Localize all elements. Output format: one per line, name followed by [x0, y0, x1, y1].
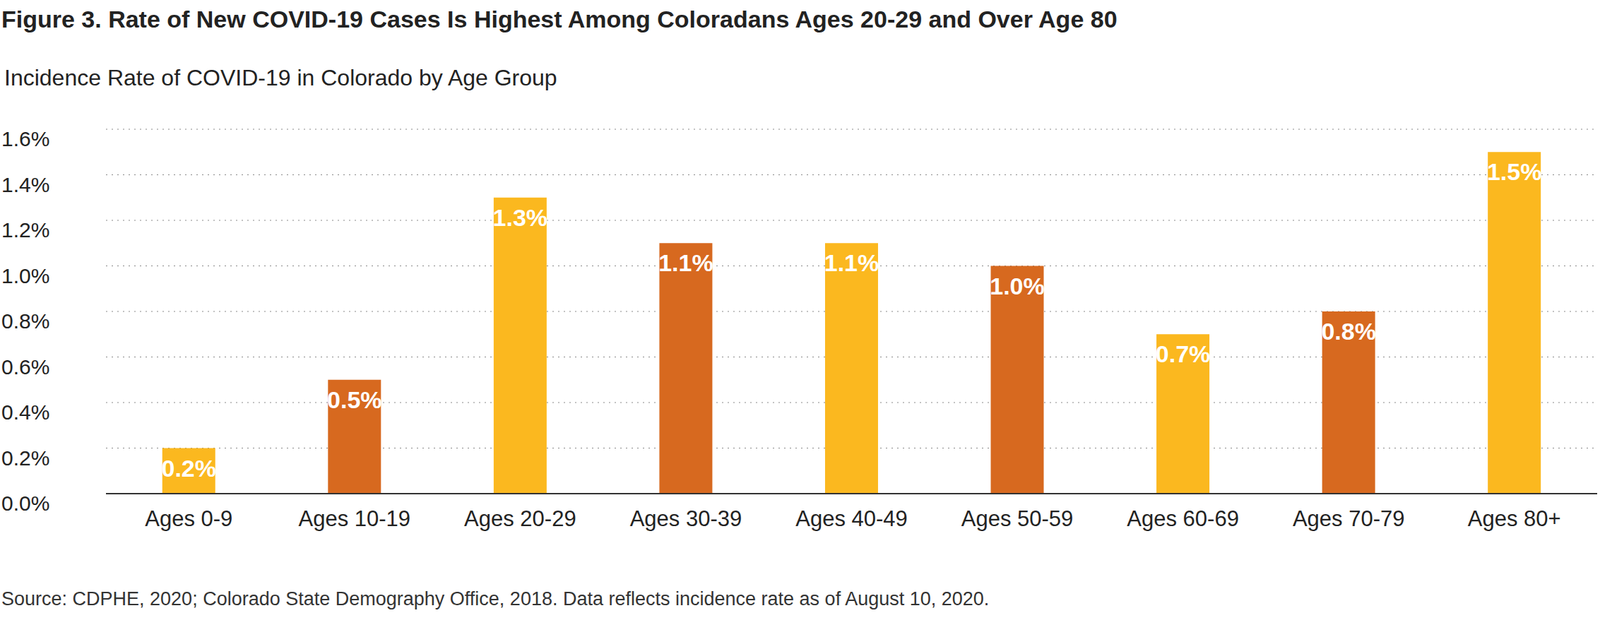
- svg-text:Ages 60-69: Ages 60-69: [1126, 506, 1240, 532]
- svg-text:Ages 50-59: Ages 50-59: [961, 506, 1074, 532]
- svg-text:0.7%: 0.7%: [1155, 340, 1211, 368]
- svg-text:Ages 20-29: Ages 20-29: [464, 506, 577, 532]
- svg-text:Ages 10-19: Ages 10-19: [298, 506, 412, 532]
- html-text:Incidence Rate of COVID-19 in: Incidence Rate of COVID-19 in Colorado b…: [4, 64, 558, 91]
- svg-text:Ages 70-79: Ages 70-79: [1292, 506, 1406, 532]
- svg-text:Ages 30-39: Ages 30-39: [630, 506, 743, 532]
- html-text:Source: CDPHE, 2020; Colorado: Source: CDPHE, 2020; Colorado State Demo…: [1, 588, 990, 610]
- svg-text:Ages 0-9: Ages 0-9: [144, 506, 233, 532]
- svg-text:0.8%: 0.8%: [5, 309, 50, 333]
- svg-text:1.6%: 1.6%: [5, 127, 50, 151]
- svg-text:1.1%: 1.1%: [658, 249, 714, 277]
- svg-text:1.4%: 1.4%: [5, 173, 50, 197]
- svg-text:Ages 40-49: Ages 40-49: [795, 506, 908, 532]
- svg-text:0.2%: 0.2%: [5, 446, 50, 470]
- svg-text:0.8%: 0.8%: [1320, 317, 1377, 345]
- svg-text:1.5%: 1.5%: [1486, 158, 1543, 186]
- svg-text:0.2%: 0.2%: [161, 454, 217, 482]
- svg-text:1.0%: 1.0%: [5, 264, 50, 288]
- svg-text:1.3%: 1.3%: [493, 204, 549, 231]
- svg-text:1.1%: 1.1%: [824, 249, 880, 277]
- svg-text:0.6%: 0.6%: [5, 355, 50, 379]
- svg-text:0.5%: 0.5%: [327, 386, 383, 414]
- svg-text:1.2%: 1.2%: [5, 218, 50, 242]
- svg-text:1.0%: 1.0%: [989, 272, 1045, 300]
- html-text:Figure 3. Rate of New COVID-19: Figure 3. Rate of New COVID-19 Cases Is …: [1, 5, 1118, 33]
- svg-text:Ages 80+: Ages 80+: [1467, 506, 1562, 532]
- svg-text:0.4%: 0.4%: [5, 400, 50, 424]
- svg-text:0.0%: 0.0%: [5, 491, 50, 515]
